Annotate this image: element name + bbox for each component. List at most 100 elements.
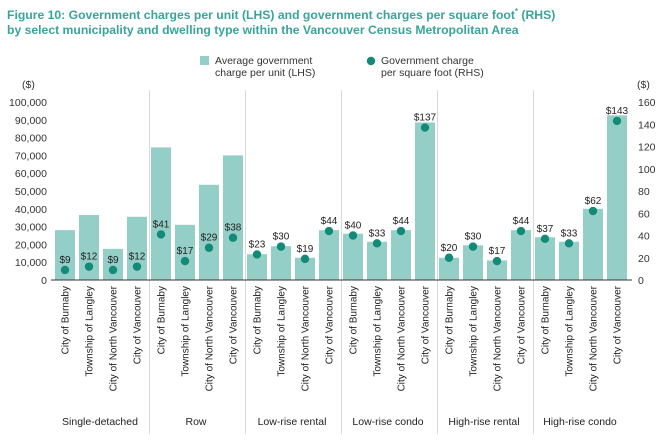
bar [535, 237, 555, 280]
bar [391, 230, 411, 280]
bar [271, 246, 291, 280]
data-label: $19 [297, 244, 314, 255]
bar [103, 248, 123, 280]
group-label: High-rise condo [543, 416, 617, 428]
group-label: Single-detached [62, 416, 138, 428]
chart-title-text: Figure 10: Government charges per unit (… [7, 8, 515, 23]
data-label: $12 [81, 252, 98, 263]
data-point [180, 256, 190, 266]
legend-unit-swatch [200, 56, 209, 65]
right-axis-unit: ($) [637, 79, 650, 91]
bar [55, 230, 75, 280]
right-axis-tick-label: 80 [638, 186, 650, 198]
bar [559, 241, 579, 280]
data-label: $137 [414, 113, 437, 124]
right-axis-tick-label: 140 [638, 119, 656, 131]
data-point [540, 234, 550, 244]
left-axis-tick-label: 80,000 [15, 133, 47, 145]
category-tick-label: Township of Langley [85, 286, 96, 377]
category-tick-label: City of Vancouver [421, 285, 432, 364]
left-axis-tick-label: 20,000 [15, 239, 47, 251]
category-tick-label: City of North Vancouver [205, 285, 216, 391]
legend-sqft-label: Government charge [381, 55, 474, 67]
data-label: $29 [201, 233, 218, 244]
data-label: $44 [513, 216, 530, 227]
data-label: $17 [177, 246, 194, 257]
bar [127, 216, 147, 280]
bar [79, 215, 99, 280]
left-axis-unit: ($) [22, 79, 35, 91]
category-tick-label: City of Vancouver [613, 285, 624, 364]
category-tick-label: Township of Langley [373, 286, 384, 377]
data-point [300, 254, 310, 264]
bar [463, 245, 483, 280]
bar [583, 208, 603, 280]
data-point [60, 265, 70, 275]
data-point [348, 231, 358, 240]
category-tick-label: Township of Langley [277, 286, 288, 377]
data-point [132, 262, 142, 271]
data-point [204, 243, 214, 252]
legend-unit-label: charge per unit (LHS) [215, 67, 315, 79]
bar [439, 257, 459, 280]
category-tick-label: City of Vancouver [229, 285, 240, 364]
data-label: $30 [465, 232, 482, 243]
group-label: Low-rise rental [258, 416, 327, 428]
category-tick-label: Township of Langley [565, 286, 576, 377]
category-tick-label: City of North Vancouver [493, 285, 504, 391]
category-tick-label: City of Burnaby [253, 286, 264, 354]
bar [175, 224, 195, 280]
right-axis-tick-label: 20 [638, 253, 650, 265]
legend-sqft-label: per square foot (RHS) [381, 67, 484, 79]
data-point [396, 226, 406, 236]
data-point [444, 253, 454, 262]
group-label: High-rise rental [448, 416, 519, 428]
data-label: $41 [153, 219, 170, 230]
data-point [564, 239, 574, 248]
category-tick-label: City of North Vancouver [109, 285, 120, 391]
right-axis-tick-label: 60 [638, 208, 650, 220]
bar [511, 230, 531, 280]
data-point [516, 226, 526, 236]
category-tick-label: City of North Vancouver [397, 285, 408, 391]
chart-title-line-1: Figure 10: Government charges per unit (… [7, 4, 663, 23]
bar [487, 260, 507, 280]
legend-unit-label: Average government [215, 55, 312, 67]
data-label: $9 [107, 255, 119, 266]
data-point [468, 242, 478, 251]
right-axis-tick-label: 40 [638, 231, 650, 243]
left-axis-tick-label: 50,000 [15, 186, 47, 198]
category-tick-label: City of Burnaby [541, 286, 552, 354]
data-label: $17 [489, 246, 506, 257]
data-point [420, 123, 430, 132]
legend-sqft-marker [366, 56, 376, 66]
bar [319, 230, 339, 280]
category-tick-label: Township of Langley [181, 286, 192, 377]
left-axis-tick-label: 60,000 [15, 168, 47, 180]
data-point [252, 250, 262, 259]
data-point [84, 262, 94, 271]
data-label: $44 [393, 216, 410, 227]
bar [247, 254, 267, 280]
data-point [372, 239, 382, 248]
data-label: $23 [249, 239, 266, 250]
bar [415, 122, 435, 280]
data-label: $9 [59, 255, 71, 266]
data-point [156, 230, 166, 239]
data-label: $30 [273, 232, 290, 243]
right-axis-tick-label: 0 [638, 275, 644, 287]
data-label: $20 [441, 243, 458, 254]
data-label: $38 [225, 223, 242, 234]
data-point [588, 206, 598, 216]
data-label: $62 [585, 196, 602, 207]
bar [607, 115, 627, 280]
data-point [228, 233, 238, 242]
category-tick-label: City of Burnaby [349, 286, 360, 354]
group-label: Low-rise condo [352, 416, 423, 428]
bar [295, 257, 315, 280]
bar [343, 233, 363, 280]
bar [199, 184, 219, 280]
chart-title-end: (RHS) [518, 8, 556, 23]
left-axis-tick-label: 10,000 [15, 257, 47, 269]
